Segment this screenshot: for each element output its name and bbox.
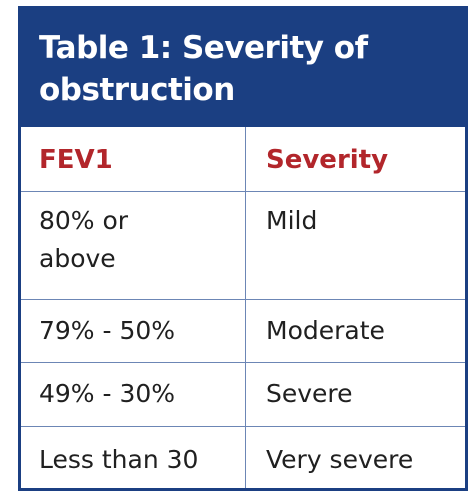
severity-cell: Severe [266,379,353,408]
fev1-cell: 49% - 30% [21,363,246,426]
table-row: Less than 30 Very severe [21,426,465,488]
fev1-cell: Less than 30 [21,427,246,488]
severity-cell: Moderate [266,316,385,345]
table-row: 79% - 50% Moderate [21,299,465,362]
table-title: Table 1: Severity of obstruction [39,27,447,111]
column-header-severity: Severity [266,145,389,175]
severity-cell: Mild [266,206,318,235]
fev1-cell: 80% or above [21,192,246,299]
table-header-row: FEV1 Severity [21,127,465,191]
table-row: 49% - 30% Severe [21,362,465,426]
column-header-fev1: FEV1 [21,127,246,191]
table-title-line-2: obstruction [39,72,235,108]
fev1-cell-line-1: 80% or [39,206,129,235]
fev1-cell: 79% - 50% [21,300,246,362]
table-title-line-1: Table 1: Severity of [39,30,368,66]
severity-table: Table 1: Severity of obstruction FEV1 Se… [18,6,468,491]
table-title-bar: Table 1: Severity of obstruction [21,9,465,127]
table-row: 80% or above Mild [21,191,465,299]
table-grid: FEV1 Severity 80% or above Mild 79% - 50… [21,127,465,488]
fev1-cell-line-2: above [39,244,116,273]
severity-cell: Very severe [266,445,414,474]
